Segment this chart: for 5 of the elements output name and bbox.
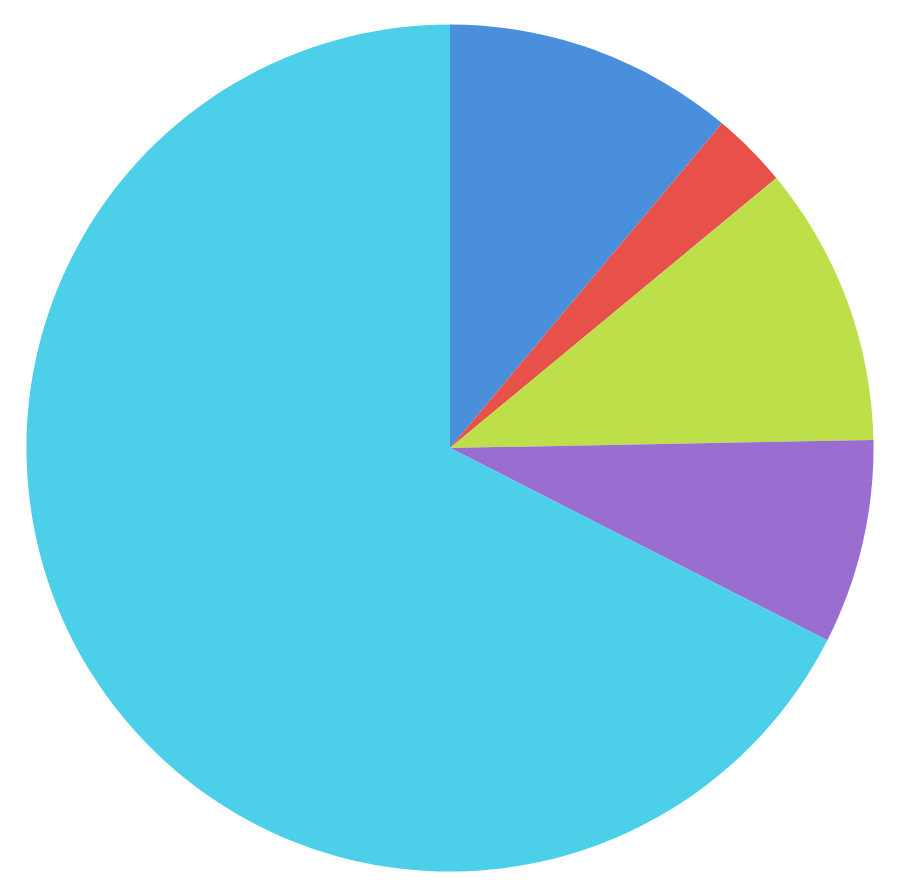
- pie-slice: [450, 440, 874, 641]
- pie-slice: [450, 178, 874, 448]
- pie-slice: [26, 24, 828, 872]
- pie-slice: [450, 24, 723, 448]
- pie-slice: [450, 123, 777, 448]
